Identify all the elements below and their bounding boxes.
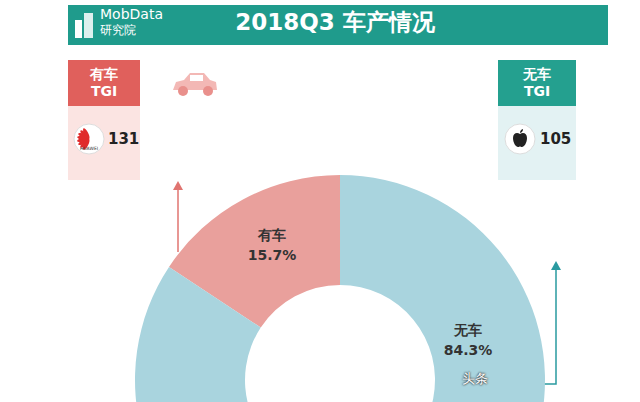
html-text:研究院: 研究院 bbox=[100, 23, 136, 37]
svg-text:有车: 有车 bbox=[257, 227, 286, 243]
html-text:无车: 无车 bbox=[523, 66, 551, 82]
html-text:TGI: TGI bbox=[90, 83, 118, 99]
html-text:MobData: MobData bbox=[100, 6, 163, 22]
svg-text:无车: 无车 bbox=[453, 322, 482, 338]
html-text:131: 131 bbox=[108, 130, 140, 148]
svg-text:84.3%: 84.3% bbox=[444, 342, 493, 358]
html-text:头条: 头条 bbox=[462, 371, 488, 386]
html-text:2018Q3 车产情况: 2018Q3 车产情况 bbox=[235, 9, 435, 35]
svg-text:HUAWEI: HUAWEI bbox=[80, 146, 98, 151]
html-text:有车: 有车 bbox=[90, 66, 118, 82]
html-text:105: 105 bbox=[540, 130, 572, 148]
svg-text:15.7%: 15.7% bbox=[248, 247, 297, 263]
html-text:TGI: TGI bbox=[523, 83, 551, 99]
